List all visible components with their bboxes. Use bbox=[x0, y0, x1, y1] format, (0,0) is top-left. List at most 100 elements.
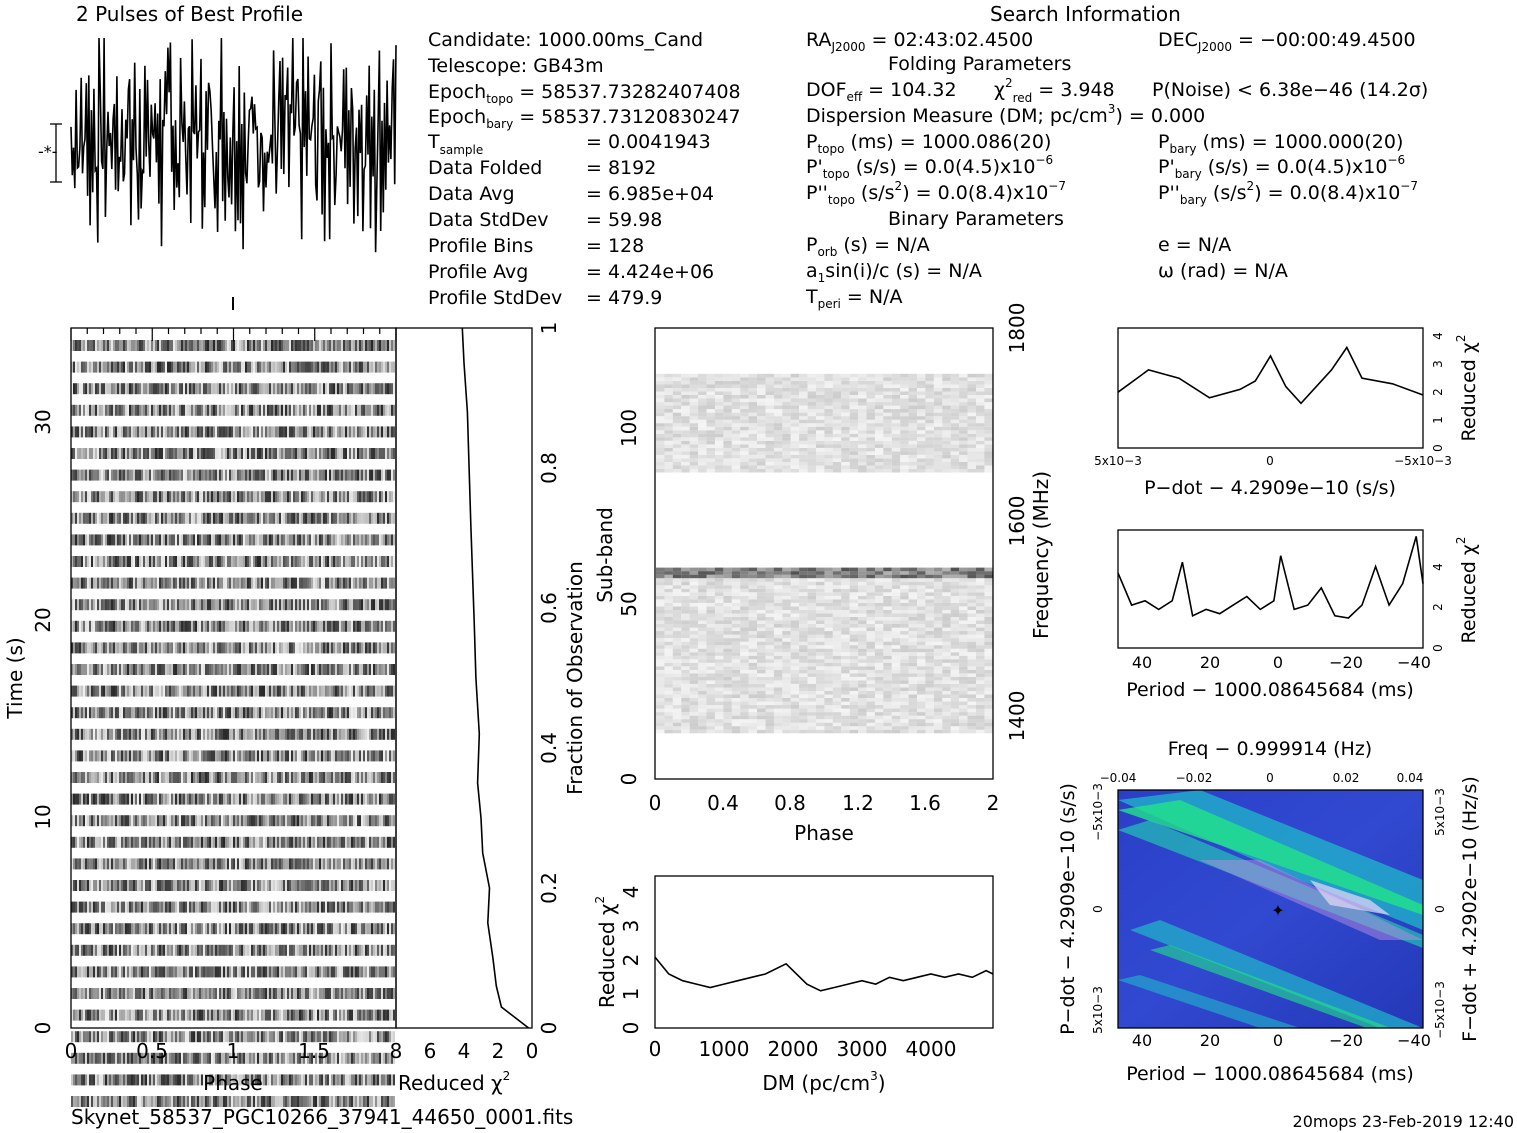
time-phase-cell bbox=[383, 426, 385, 438]
time-phase-cell bbox=[227, 361, 229, 373]
time-phase-cell bbox=[93, 966, 95, 978]
time-phase-cell bbox=[289, 707, 291, 719]
time-phase-cell bbox=[139, 340, 141, 351]
time-phase-cell bbox=[345, 512, 347, 524]
time-phase-cell bbox=[85, 685, 87, 697]
time-phase-cell bbox=[183, 512, 185, 524]
time-phase-cell bbox=[179, 448, 181, 459]
time-phase-cell bbox=[213, 469, 215, 481]
time-phase-cell bbox=[91, 404, 93, 416]
time-phase-cell bbox=[179, 772, 181, 783]
time-phase-cell bbox=[311, 340, 313, 351]
time-phase-cell bbox=[223, 836, 225, 848]
time-phase-cell bbox=[83, 448, 85, 459]
time-phase-cell bbox=[215, 469, 217, 481]
time-phase-cell bbox=[209, 685, 211, 697]
time-phase-cell bbox=[109, 664, 111, 675]
time-phase-cell bbox=[187, 750, 189, 762]
time-phase-cell bbox=[321, 664, 323, 675]
time-phase-cell bbox=[161, 664, 163, 675]
time-phase-cell bbox=[73, 772, 75, 783]
time-phase-cell bbox=[191, 793, 193, 805]
time-phase-cell bbox=[173, 901, 175, 913]
time-phase-cell bbox=[167, 793, 169, 805]
time-phase-cell bbox=[207, 620, 209, 632]
time-phase-cell bbox=[293, 901, 295, 913]
time-phase-cell bbox=[321, 556, 323, 567]
epoch-bary-line: Epochbary = 58537.73120830247 bbox=[428, 106, 741, 131]
time-phase-cell bbox=[167, 836, 169, 848]
time-phase-cell bbox=[117, 620, 119, 632]
time-phase-cell bbox=[221, 512, 223, 524]
time-phase-cell bbox=[205, 923, 207, 935]
time-phase-cell bbox=[277, 556, 279, 567]
time-phase-cell bbox=[165, 858, 167, 870]
time-phase-cell bbox=[207, 577, 209, 589]
time-phase-cell bbox=[347, 836, 349, 848]
time-phase-cell bbox=[129, 836, 131, 848]
time-phase-cell bbox=[159, 383, 161, 395]
time-phase-cell bbox=[375, 944, 377, 956]
time-phase-cell bbox=[307, 577, 309, 589]
time-phase-cell bbox=[367, 469, 369, 481]
time-phase-cell bbox=[113, 642, 115, 654]
time-phase-cell bbox=[127, 556, 129, 567]
time-phase-cell bbox=[197, 901, 199, 913]
time-phase-cell bbox=[293, 772, 295, 783]
time-phase-cell bbox=[97, 491, 99, 503]
time-phase-cell bbox=[233, 901, 235, 913]
time-phase-cell bbox=[179, 469, 181, 481]
time-phase-cell bbox=[357, 923, 359, 935]
time-phase-cell bbox=[121, 404, 123, 416]
time-phase-cell bbox=[231, 340, 233, 351]
time-phase-cell bbox=[379, 772, 381, 783]
time-phase-cell bbox=[347, 361, 349, 373]
time-phase-cell bbox=[237, 448, 239, 459]
time-phase-cell bbox=[333, 750, 335, 762]
time-phase-cell bbox=[71, 599, 73, 611]
time-phase-cell bbox=[149, 426, 151, 438]
time-phase-cell bbox=[251, 772, 253, 783]
time-phase-cell bbox=[329, 599, 331, 611]
time-phase-cell bbox=[269, 836, 271, 848]
time-phase-cell bbox=[223, 448, 225, 459]
time-phase-cell bbox=[205, 772, 207, 783]
time-phase-cell bbox=[347, 512, 349, 524]
time-phase-cell bbox=[283, 512, 285, 524]
time-phase-cell bbox=[217, 836, 219, 848]
time-phase-cell bbox=[225, 361, 227, 373]
time-phase-cell bbox=[185, 988, 187, 999]
time-phase-cell bbox=[283, 728, 285, 740]
time-phase-cell bbox=[287, 772, 289, 783]
time-phase-cell bbox=[323, 728, 325, 740]
time-phase-cell bbox=[205, 404, 207, 416]
time-phase-cell bbox=[227, 340, 229, 351]
time-phase-cell bbox=[209, 556, 211, 567]
time-phase-cell bbox=[343, 750, 345, 762]
time-phase-cell bbox=[269, 966, 271, 978]
time-phase-cell bbox=[77, 534, 79, 546]
time-phase-cell bbox=[141, 426, 143, 438]
time-phase-cell bbox=[389, 361, 391, 373]
time-phase-cell bbox=[163, 707, 165, 719]
time-phase-cell bbox=[319, 448, 321, 459]
time-phase-cell bbox=[169, 793, 171, 805]
time-phase-cell bbox=[261, 383, 263, 395]
time-phase-cell bbox=[321, 707, 323, 719]
time-phase-cell bbox=[299, 404, 301, 416]
time-phase-cell bbox=[183, 361, 185, 373]
time-phase-cell bbox=[203, 469, 205, 481]
time-phase-cell bbox=[143, 577, 145, 589]
time-phase-cell bbox=[205, 966, 207, 978]
time-phase-cell bbox=[71, 707, 73, 719]
info-left-column: Candidate: 1000.00ms_Cand Telescope: GB4… bbox=[427, 29, 741, 309]
time-phase-cell bbox=[363, 512, 365, 524]
time-phase-cell bbox=[95, 534, 97, 546]
time-phase-cell bbox=[123, 512, 125, 524]
time-phase-cell bbox=[81, 448, 83, 459]
time-phase-cell bbox=[143, 858, 145, 870]
time-phase-cell bbox=[109, 491, 111, 503]
time-phase-cell bbox=[295, 664, 297, 675]
time-phase-cell bbox=[319, 901, 321, 913]
time-phase-cell bbox=[381, 772, 383, 783]
